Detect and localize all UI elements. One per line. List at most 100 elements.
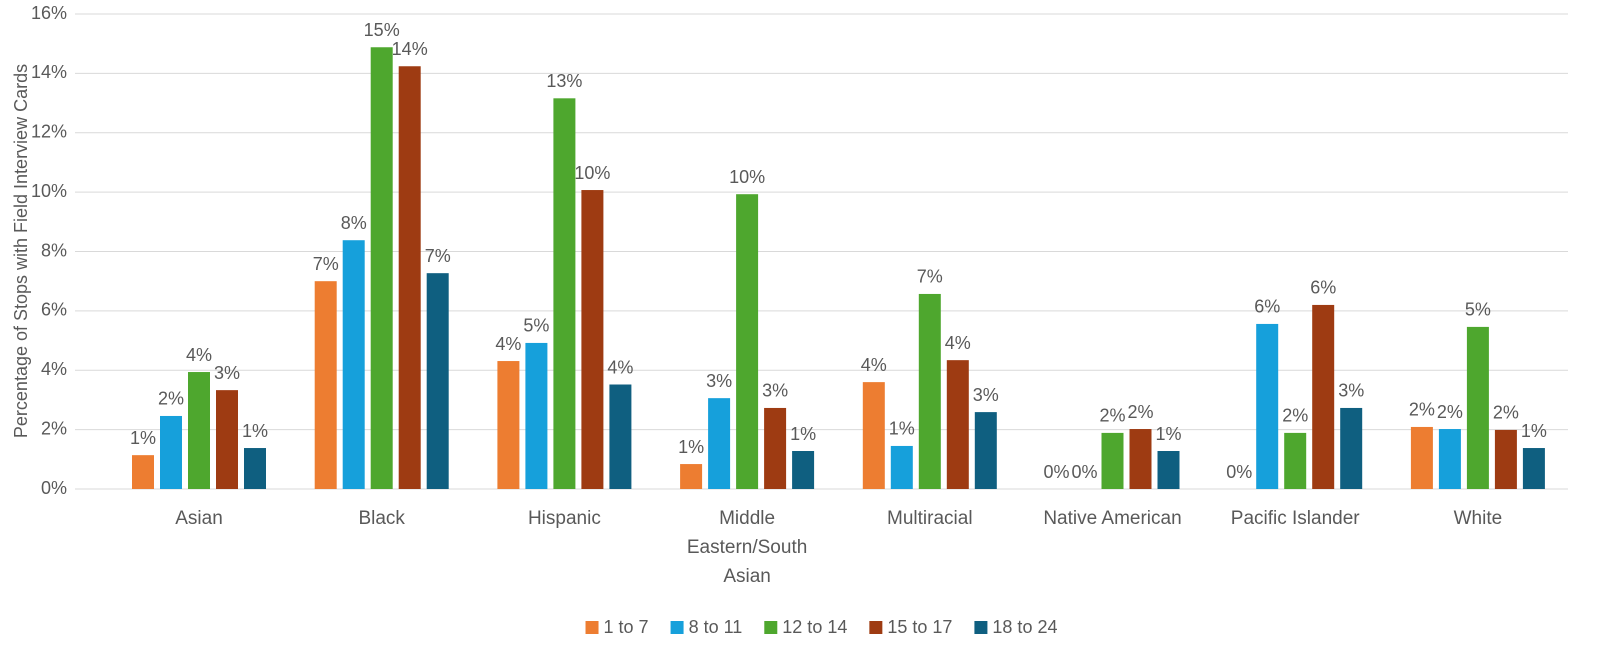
legend-label: 18 to 24: [992, 617, 1057, 637]
y-tick-label: 16%: [31, 3, 67, 23]
data-label: 2%: [158, 389, 184, 409]
data-label: 2%: [1099, 406, 1125, 426]
bar: [581, 190, 604, 489]
bar: [1129, 429, 1152, 489]
data-label: 7%: [917, 267, 943, 287]
data-label: 4%: [945, 333, 971, 353]
legend-label: 12 to 14: [782, 617, 847, 637]
y-tick-label: 10%: [31, 181, 67, 201]
bar: [216, 390, 238, 489]
bar: [188, 372, 210, 489]
bar: [160, 415, 182, 489]
bar: [1494, 429, 1517, 489]
bar: [609, 384, 632, 489]
data-label: 1%: [790, 424, 816, 444]
data-label: 1%: [1155, 424, 1181, 444]
data-label: 5%: [523, 316, 549, 336]
bar: [370, 47, 393, 489]
bar: [553, 98, 576, 489]
bar: [862, 382, 885, 489]
bar: [1284, 432, 1307, 489]
bar: [1522, 448, 1545, 489]
data-label: 3%: [1338, 381, 1364, 401]
y-axis-title: Percentage of Stops with Field Interview…: [11, 64, 31, 438]
bar: [1438, 429, 1461, 489]
legend-label: 8 to 11: [689, 617, 743, 637]
data-label: 2%: [1127, 402, 1153, 422]
data-label: 1%: [678, 437, 704, 457]
data-label: 4%: [861, 355, 887, 375]
data-label: 2%: [1437, 402, 1463, 422]
y-tick-label: 0%: [41, 478, 67, 498]
bar: [1410, 426, 1433, 489]
x-tick-label: White: [1453, 508, 1503, 529]
legend-swatch: [974, 621, 988, 634]
x-tick-label: Black: [358, 508, 405, 529]
data-label: 0%: [1071, 462, 1097, 482]
bar: [974, 412, 997, 489]
data-label: 5%: [1465, 300, 1491, 320]
bar: [497, 361, 520, 489]
y-tick-label: 14%: [31, 62, 67, 82]
data-label: 4%: [495, 334, 521, 354]
bar: [946, 360, 969, 489]
data-label: 7%: [425, 246, 451, 266]
data-label: 0%: [1043, 462, 1069, 482]
data-label: 3%: [706, 371, 732, 391]
legend-swatch: [869, 621, 883, 634]
data-label: 3%: [762, 381, 788, 401]
legend-label: 15 to 17: [887, 617, 952, 637]
data-label: 13%: [546, 71, 582, 91]
data-label: 4%: [186, 345, 212, 365]
bar: [736, 194, 759, 489]
x-tick-label: Asian: [175, 508, 223, 529]
data-label: 6%: [1254, 297, 1280, 317]
bar: [1340, 407, 1363, 489]
data-label: 7%: [313, 254, 339, 274]
data-label: 6%: [1310, 278, 1336, 298]
data-label: 15%: [364, 20, 400, 40]
bar: [764, 407, 787, 489]
data-label: 2%: [1282, 406, 1308, 426]
data-label: 10%: [574, 163, 610, 183]
bar: [1256, 323, 1279, 489]
bar: [525, 342, 548, 489]
legend-swatch: [670, 621, 684, 634]
data-label: 0%: [1226, 462, 1252, 482]
bar: [680, 464, 703, 489]
data-label: 1%: [130, 428, 156, 448]
bar: [792, 451, 815, 489]
bar: [1157, 451, 1180, 489]
y-tick-label: 6%: [41, 300, 67, 320]
data-label: 3%: [214, 363, 240, 383]
bar: [426, 273, 449, 489]
legend: 1 to 7 8 to 11 12 to 14 15 to 17 18 to 24: [585, 617, 1057, 637]
legend-label: 1 to 7: [604, 617, 649, 637]
y-tick-label: 12%: [31, 122, 67, 142]
bar: [708, 398, 731, 489]
x-tick-label: Middle Eastern/South Asian: [686, 508, 808, 587]
bar: [314, 281, 337, 489]
data-label: 8%: [341, 213, 367, 233]
bar: [1312, 304, 1335, 489]
legend-swatch: [585, 621, 599, 634]
x-tick-label: Pacific Islander: [1230, 508, 1360, 529]
data-label: 2%: [1409, 400, 1435, 420]
x-tick-label: Multiracial: [887, 508, 973, 529]
bar: [244, 448, 266, 489]
bar: [342, 240, 365, 489]
data-label: 2%: [1493, 403, 1519, 423]
data-label: 10%: [729, 167, 765, 187]
x-tick-label: Native American: [1043, 508, 1182, 529]
bar: [918, 293, 941, 489]
y-tick-label: 8%: [41, 240, 67, 260]
data-label: 1%: [242, 421, 268, 441]
bar: [890, 445, 913, 489]
y-tick-label: 4%: [41, 359, 67, 379]
bar: [1466, 326, 1489, 489]
bar: [398, 66, 421, 489]
bar: [1101, 432, 1124, 489]
data-label: 1%: [889, 419, 915, 439]
